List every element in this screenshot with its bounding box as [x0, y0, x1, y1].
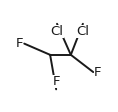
Text: F: F [94, 66, 102, 79]
Text: F: F [52, 75, 60, 88]
Text: Cl: Cl [76, 25, 89, 38]
Text: F: F [16, 37, 23, 50]
Text: Cl: Cl [51, 25, 63, 38]
